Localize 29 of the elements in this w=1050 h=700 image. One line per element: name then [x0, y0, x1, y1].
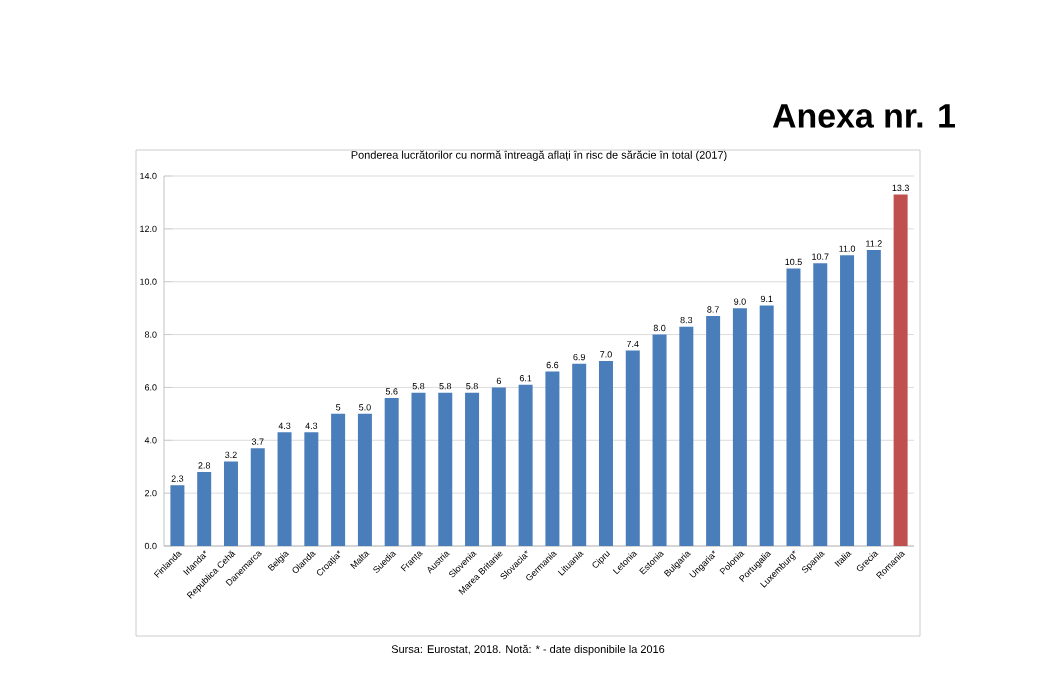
bar — [518, 384, 533, 546]
bar — [786, 268, 801, 546]
bar — [545, 371, 560, 546]
bar — [331, 413, 346, 546]
bar — [813, 263, 828, 546]
bar — [250, 448, 265, 546]
chart-title: Anexa nr. 1 — [772, 104, 956, 128]
bar — [357, 413, 372, 546]
bar — [706, 316, 721, 546]
bar — [223, 461, 238, 546]
bar — [277, 432, 292, 546]
bar — [840, 255, 855, 546]
bar — [893, 194, 908, 546]
bar — [679, 326, 694, 546]
bar — [304, 432, 319, 546]
bar — [732, 308, 747, 546]
bar — [598, 361, 613, 546]
bar — [572, 363, 587, 546]
bar — [625, 350, 640, 546]
bar — [197, 472, 212, 546]
bar — [411, 392, 426, 546]
bar — [438, 392, 453, 546]
bar — [465, 392, 480, 546]
bar — [384, 398, 399, 546]
bar — [866, 250, 881, 546]
bar — [652, 334, 667, 546]
bar — [491, 387, 506, 546]
bar — [170, 485, 185, 546]
bar — [759, 305, 774, 546]
